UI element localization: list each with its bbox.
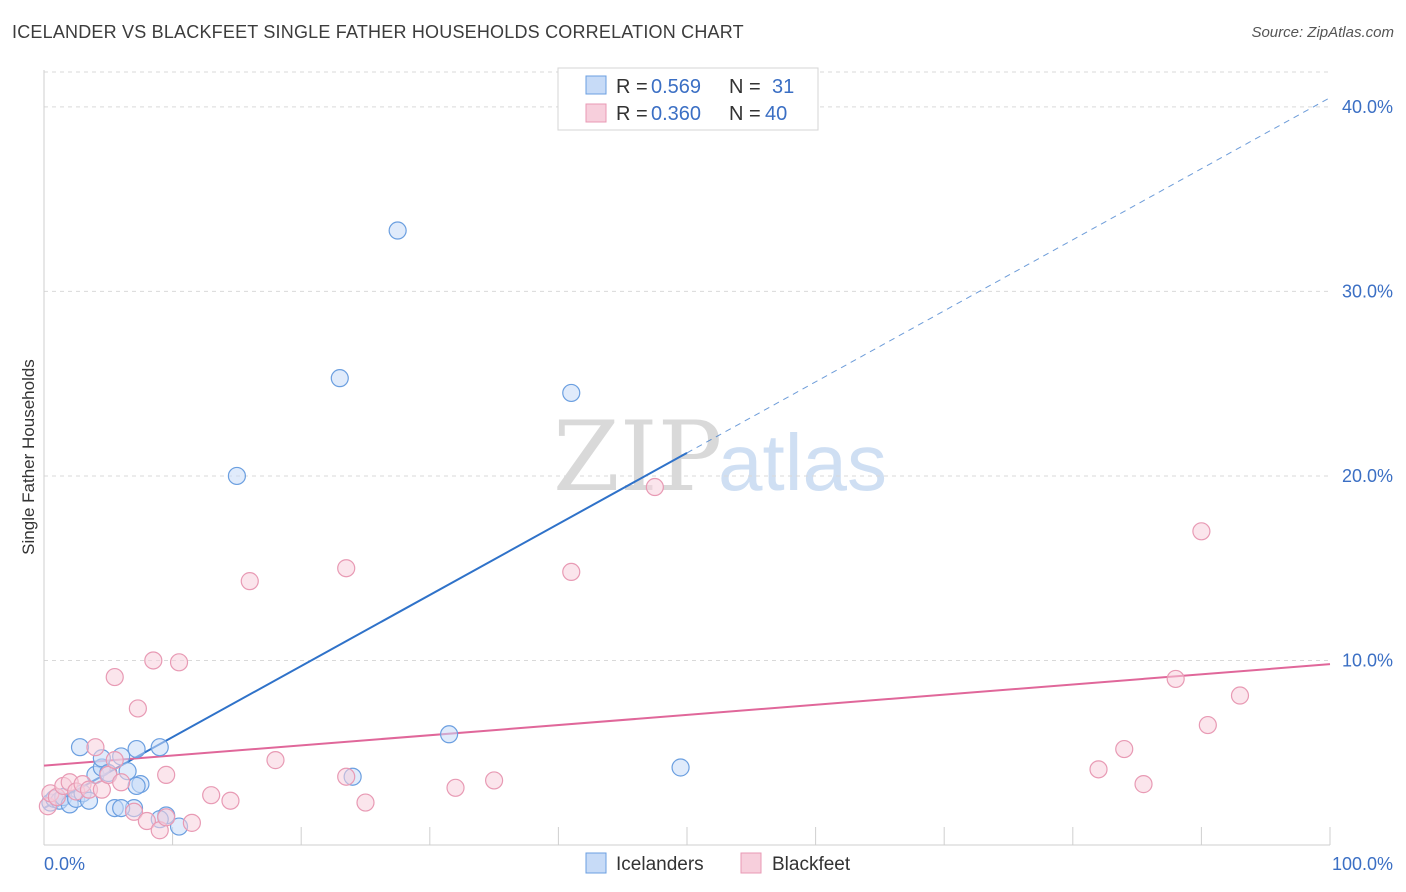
point-blackfeet-34 (1089, 760, 1108, 779)
axes (43, 70, 1331, 846)
point-icelanders-24 (150, 738, 169, 757)
bottom-legend-icelanders: Icelanders (616, 854, 704, 875)
bottom-legend-swatch-blackfeet (740, 852, 762, 874)
legend-n-label-2: N = (729, 103, 761, 125)
point-blackfeet-30 (446, 778, 465, 797)
bottom-legend: Icelanders Blackfeet (585, 852, 851, 875)
legend-r-value-1: 0.569 (651, 76, 701, 98)
point-blackfeet-14 (128, 699, 147, 718)
point-blackfeet-29 (356, 793, 375, 812)
trend-lines (43, 97, 1331, 809)
watermark-zip: ZIP (553, 401, 722, 513)
point-blackfeet-33 (645, 477, 664, 497)
legend-swatch-icelanders (585, 75, 607, 95)
point-blackfeet-17 (157, 765, 176, 784)
point-blackfeet-22 (182, 813, 201, 832)
point-blackfeet-12 (112, 773, 131, 792)
point-icelanders-23 (127, 739, 146, 759)
point-blackfeet-27 (337, 767, 356, 786)
point-blackfeet-21 (157, 808, 176, 827)
y-tick-label-40: 40.0% (1342, 97, 1393, 117)
point-blackfeet-11 (105, 751, 124, 770)
point-blackfeet-25 (240, 572, 259, 591)
point-blackfeet-39 (1198, 715, 1217, 735)
y-tick-label-20: 20.0% (1342, 466, 1393, 486)
point-blackfeet-37 (1166, 669, 1185, 689)
trend-line-blackfeet (43, 663, 1331, 767)
point-blackfeet-28 (337, 559, 356, 578)
point-blackfeet-18 (124, 802, 144, 821)
point-blackfeet-31 (485, 771, 504, 790)
legend-r-label-2: R = (616, 103, 648, 125)
point-icelanders-31 (671, 758, 690, 777)
tick-labels: 10.0% 20.0% 30.0% 40.0% 0.0% 100.0% (44, 97, 1393, 874)
point-blackfeet-8 (86, 738, 105, 757)
trend-line-icelanders-extrapolated (686, 97, 1331, 454)
legend-swatch-blackfeet (585, 103, 607, 123)
point-icelanders-30 (562, 383, 581, 403)
point-blackfeet-23 (202, 786, 221, 805)
legend-r-value-2: 0.360 (651, 103, 701, 125)
legend-n-value-2: 40 (765, 103, 787, 125)
x-tick-label-min: 0.0% (44, 854, 85, 874)
watermark-atlas: atlas (718, 418, 887, 507)
legend-r-label-1: R = (616, 76, 648, 98)
grid (44, 71, 1330, 661)
point-icelanders-11 (70, 738, 90, 757)
data-points (38, 221, 1250, 840)
point-icelanders-27 (388, 221, 407, 240)
point-blackfeet-36 (1134, 775, 1153, 794)
legend-n-value-1: 31 (772, 76, 794, 98)
point-icelanders-29 (439, 725, 459, 744)
legend: R = 0.569 N = 31 R = 0.360 N = 40 (557, 67, 819, 131)
y-tick-label-10: 10.0% (1342, 650, 1393, 670)
point-blackfeet-40 (1230, 686, 1250, 705)
point-icelanders-22 (127, 776, 146, 796)
x-tick-label-max: 100.0% (1332, 854, 1393, 874)
point-icelanders-26 (330, 369, 349, 388)
y-tick-label-30: 30.0% (1342, 281, 1393, 301)
point-blackfeet-15 (144, 651, 163, 670)
point-blackfeet-35 (1115, 739, 1134, 759)
bottom-legend-swatch-icelanders (585, 852, 607, 874)
bottom-legend-blackfeet: Blackfeet (772, 854, 851, 875)
point-blackfeet-26 (266, 751, 285, 770)
point-blackfeet-24 (221, 791, 240, 810)
legend-n-label-1: N = (729, 76, 761, 98)
chart-title: ICELANDER VS BLACKFEET SINGLE FATHER HOU… (12, 22, 744, 42)
point-blackfeet-19 (137, 811, 156, 831)
point-icelanders-25 (227, 466, 246, 486)
point-blackfeet-38 (1192, 522, 1211, 541)
point-blackfeet-16 (169, 653, 189, 672)
y-axis-label: Single Father Households (19, 359, 38, 555)
point-blackfeet-32 (562, 562, 581, 582)
point-blackfeet-13 (105, 667, 124, 687)
source-label: Source: ZipAtlas.com (1251, 24, 1394, 41)
